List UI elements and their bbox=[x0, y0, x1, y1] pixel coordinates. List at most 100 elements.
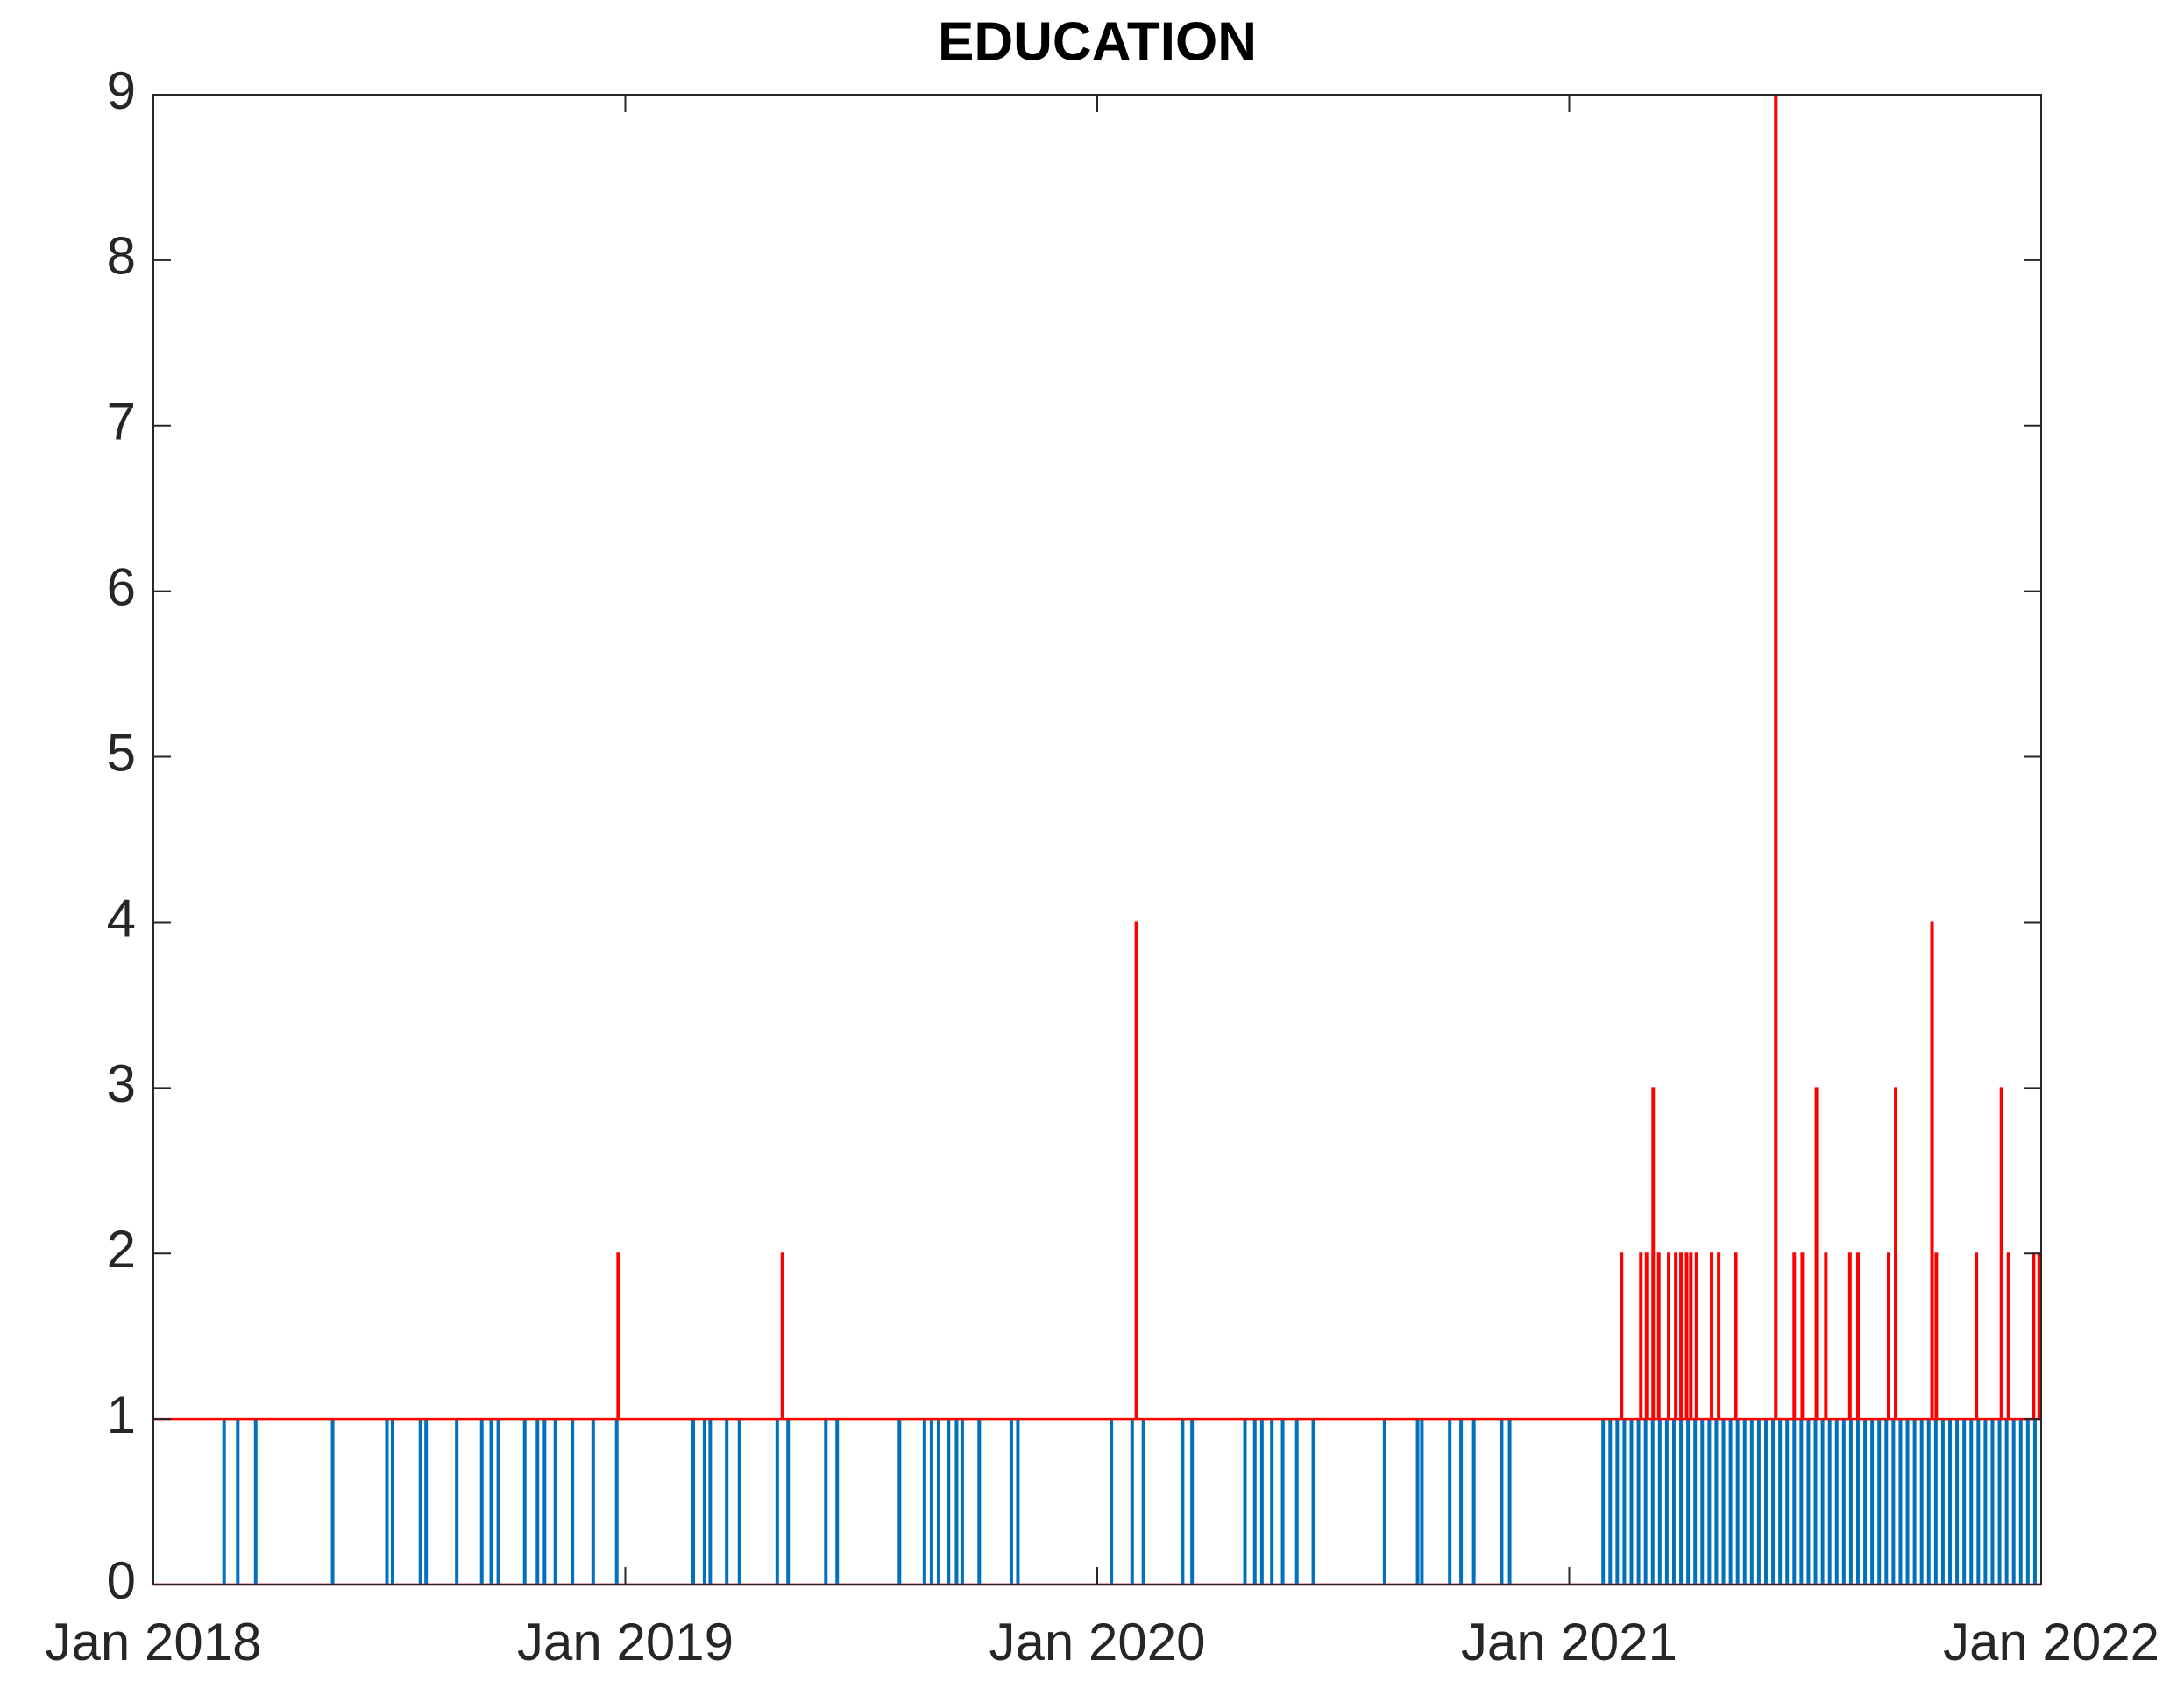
spike bbox=[1689, 1252, 1693, 1420]
spike bbox=[1700, 1418, 1705, 1585]
spike bbox=[977, 1418, 982, 1585]
spike bbox=[929, 1418, 933, 1585]
spike bbox=[1190, 1418, 1195, 1585]
spike bbox=[1735, 1418, 1740, 1585]
spike bbox=[1884, 1418, 1889, 1585]
spike bbox=[1855, 1418, 1860, 1585]
spike bbox=[1684, 1252, 1689, 1420]
spike bbox=[1863, 1418, 1868, 1585]
spike bbox=[1814, 1087, 1819, 1420]
spike bbox=[571, 1418, 575, 1585]
spike bbox=[1664, 1418, 1669, 1585]
spike bbox=[1134, 921, 1138, 1420]
spike bbox=[1622, 1418, 1627, 1585]
y-tick-label: 4 bbox=[107, 889, 136, 947]
spike bbox=[1448, 1418, 1452, 1585]
spike bbox=[591, 1418, 595, 1585]
spike bbox=[1955, 1418, 1960, 1585]
spike bbox=[1382, 1418, 1386, 1585]
spike bbox=[330, 1418, 335, 1585]
spike bbox=[1270, 1418, 1274, 1585]
spike bbox=[737, 1418, 741, 1585]
spike bbox=[1799, 1418, 1804, 1585]
spike bbox=[479, 1418, 484, 1585]
spike bbox=[1420, 1418, 1424, 1585]
spike bbox=[1507, 1418, 1512, 1585]
spike bbox=[1827, 1418, 1832, 1585]
spike bbox=[786, 1418, 791, 1585]
y-tick-label: 8 bbox=[107, 227, 136, 286]
chart-title: EDUCATION bbox=[938, 11, 1257, 72]
spike bbox=[1742, 1418, 1747, 1585]
spike bbox=[542, 1418, 547, 1585]
spike bbox=[236, 1418, 240, 1585]
spike bbox=[1848, 1418, 1853, 1585]
spike bbox=[1785, 1418, 1790, 1585]
spike bbox=[1141, 1418, 1145, 1585]
spike bbox=[1500, 1418, 1504, 1585]
spike bbox=[1800, 1252, 1805, 1420]
spike bbox=[1774, 94, 1778, 1420]
spike bbox=[1930, 921, 1934, 1420]
spike bbox=[1674, 1252, 1678, 1420]
spike bbox=[2025, 1418, 2030, 1585]
spike bbox=[1657, 1418, 1662, 1585]
spike bbox=[1679, 1418, 1684, 1585]
spike bbox=[1898, 1418, 1903, 1585]
spike bbox=[1934, 1252, 1939, 1420]
spike bbox=[2037, 1252, 2041, 1420]
y-tick-label: 0 bbox=[107, 1551, 136, 1610]
spike bbox=[2004, 1418, 2009, 1585]
spike bbox=[2018, 1418, 2023, 1585]
spike bbox=[1608, 1418, 1613, 1585]
spike bbox=[1707, 1418, 1712, 1585]
spike bbox=[1947, 1418, 1952, 1585]
spike bbox=[1940, 1418, 1945, 1585]
spike bbox=[1905, 1418, 1910, 1585]
spike bbox=[253, 1418, 258, 1585]
spike bbox=[1894, 1087, 1898, 1420]
spike bbox=[1813, 1418, 1818, 1585]
spike bbox=[1847, 1252, 1852, 1420]
spike bbox=[2032, 1252, 2036, 1420]
spike bbox=[1679, 1252, 1684, 1420]
spike bbox=[1999, 1087, 2003, 1420]
spike bbox=[775, 1418, 779, 1585]
spike bbox=[1855, 1252, 1860, 1420]
spike bbox=[1717, 1252, 1721, 1420]
spike bbox=[2006, 1252, 2010, 1420]
spike bbox=[1756, 1418, 1761, 1585]
spike bbox=[553, 1418, 557, 1585]
spike bbox=[522, 1418, 527, 1585]
spike bbox=[1667, 1252, 1671, 1420]
y-tick-label: 3 bbox=[107, 1054, 136, 1113]
x-tick-label: Jan 2020 bbox=[989, 1613, 1206, 1671]
spike bbox=[1471, 1418, 1476, 1585]
spike bbox=[1886, 1252, 1890, 1420]
spike bbox=[1912, 1418, 1917, 1585]
spike bbox=[1243, 1418, 1247, 1585]
spike bbox=[1728, 1418, 1733, 1585]
spike bbox=[1919, 1418, 1924, 1585]
x-tick-label: Jan 2021 bbox=[1461, 1613, 1677, 1671]
spike bbox=[1933, 1418, 1938, 1585]
spike bbox=[1294, 1418, 1299, 1585]
spike bbox=[1016, 1418, 1020, 1585]
spike bbox=[1983, 1418, 1988, 1585]
spike bbox=[1259, 1418, 1264, 1585]
spike bbox=[1820, 1418, 1825, 1585]
spike bbox=[960, 1418, 964, 1585]
spike bbox=[1877, 1418, 1882, 1585]
x-tick-label: Jan 2018 bbox=[46, 1613, 262, 1671]
spike bbox=[1629, 1418, 1634, 1585]
y-tick-label: 9 bbox=[107, 61, 136, 120]
spike bbox=[1969, 1418, 1974, 1585]
spike bbox=[1650, 1418, 1655, 1585]
spike bbox=[616, 1252, 620, 1420]
spike bbox=[1806, 1418, 1811, 1585]
spike bbox=[1714, 1418, 1719, 1585]
spike bbox=[1181, 1418, 1185, 1585]
spike bbox=[1686, 1418, 1691, 1585]
spike bbox=[708, 1418, 713, 1585]
